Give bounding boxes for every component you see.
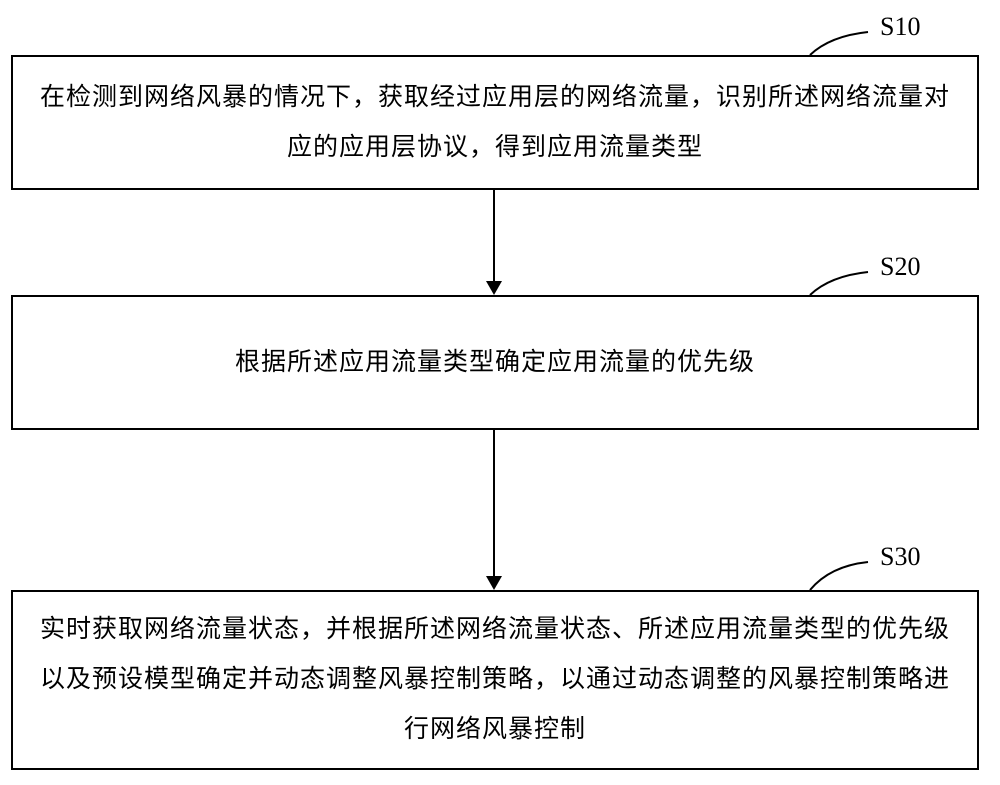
label-text-s30: S30 bbox=[880, 542, 920, 571]
step-label-s20: S20 bbox=[880, 252, 920, 282]
step-box-s10: 在检测到网络风暴的情况下，获取经过应用层的网络流量，识别所述网络流量对应的应用层… bbox=[11, 55, 979, 190]
step-label-s30: S30 bbox=[880, 542, 920, 572]
step-text-s20: 根据所述应用流量类型确定应用流量的优先级 bbox=[235, 338, 755, 388]
step-text-s10: 在检测到网络风暴的情况下，获取经过应用层的网络流量，识别所述网络流量对应的应用层… bbox=[33, 73, 957, 173]
flowchart-container: S10 在检测到网络风暴的情况下，获取经过应用层的网络流量，识别所述网络流量对应… bbox=[0, 0, 1000, 785]
step-box-s20: 根据所述应用流量类型确定应用流量的优先级 bbox=[11, 295, 979, 430]
step-box-s30: 实时获取网络流量状态，并根据所述网络流量状态、所述应用流量类型的优先级以及预设模… bbox=[11, 590, 979, 770]
label-text-s10: S10 bbox=[880, 12, 920, 41]
step-text-s30: 实时获取网络流量状态，并根据所述网络流量状态、所述应用流量类型的优先级以及预设模… bbox=[33, 605, 957, 755]
label-text-s20: S20 bbox=[880, 252, 920, 281]
step-label-s10: S10 bbox=[880, 12, 920, 42]
